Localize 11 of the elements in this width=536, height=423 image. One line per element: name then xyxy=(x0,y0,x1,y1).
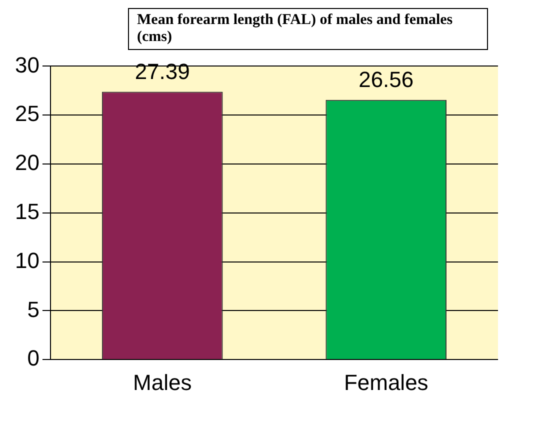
data-label: 26.56 xyxy=(358,66,414,92)
x-tick-label: Females xyxy=(344,370,428,395)
y-tick-label: 20 xyxy=(14,150,40,176)
chart-title: Mean forearm length (FAL) of males and females (cms) xyxy=(128,8,488,50)
y-tick-label: 10 xyxy=(14,248,40,273)
y-tick-label: 15 xyxy=(14,198,40,224)
y-tick-label: 5 xyxy=(27,296,40,322)
y-tick-label: 0 xyxy=(27,346,40,371)
y-tick-label: 25 xyxy=(14,101,40,126)
x-tick-label: Males xyxy=(133,370,192,395)
y-tick-label: 30 xyxy=(14,52,40,78)
